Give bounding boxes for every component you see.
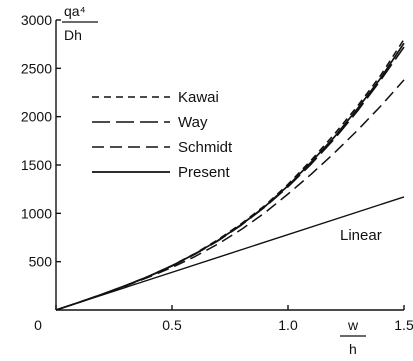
y-tick-label-2500: 2500 (21, 60, 52, 76)
x-axis-label-denominator: h (349, 341, 357, 357)
x-tick-label-0: 0 (34, 317, 42, 333)
y-tick-label-3000: 3000 (21, 12, 52, 28)
legend-label-kawai: Kawai (178, 89, 219, 106)
legend-label-way: Way (178, 114, 208, 131)
series-line-way (55, 46, 405, 311)
series-line-linear (55, 196, 405, 311)
legend-label-present: Present (178, 164, 231, 181)
x-tick-label-1.5: 1.5 (394, 317, 413, 333)
x-tick-label-1.0: 1.0 (278, 317, 298, 333)
y-tick-label-2000: 2000 (21, 109, 52, 125)
x-axis-label-numerator: w (347, 317, 359, 333)
series-line-kawai (55, 38, 405, 311)
y-axis-label-numerator: qa⁴ (64, 3, 86, 19)
series-line-present (55, 42, 405, 311)
y-tick-label-500: 500 (29, 254, 53, 270)
linear-annotation: Linear (340, 227, 382, 244)
x-tick-label-0.5: 0.5 (162, 317, 182, 333)
y-axis-label-denominator: Dh (64, 27, 82, 43)
y-tick-label-1500: 1500 (21, 157, 52, 173)
y-tick-label-1000: 1000 (21, 205, 52, 221)
legend-label-schmidt: Schmidt (178, 139, 233, 156)
